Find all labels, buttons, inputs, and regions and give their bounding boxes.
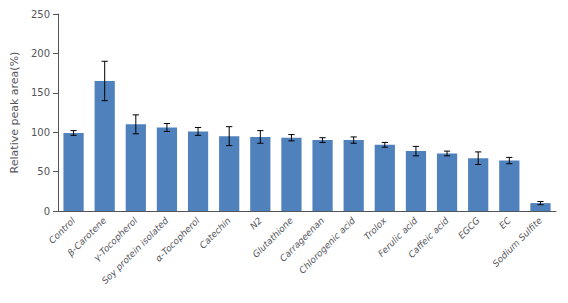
svg-text:Chlorogenic acid: Chlorogenic acid: [297, 215, 357, 275]
svg-text:150: 150: [31, 87, 50, 98]
svg-text:α-Tocopherol: α-Tocopherol: [153, 215, 202, 264]
svg-text:Soy protein isolated: Soy protein isolated: [99, 215, 171, 286]
svg-text:Ferulic acid: Ferulic acid: [376, 215, 420, 259]
svg-text:γ-Tocopherol: γ-Tocopherol: [91, 215, 140, 264]
svg-text:β-Carotene: β-Carotene: [65, 215, 109, 258]
svg-text:100: 100: [31, 127, 50, 138]
svg-text:Carrageenan: Carrageenan: [277, 215, 327, 264]
svg-text:EGCG: EGCG: [456, 215, 481, 240]
svg-text:Caffeic acid: Caffeic acid: [406, 215, 451, 260]
svg-text:Control: Control: [47, 215, 78, 246]
svg-text:EC: EC: [497, 215, 513, 231]
svg-text:0: 0: [44, 206, 50, 217]
svg-text:Glutathione: Glutathione: [250, 215, 295, 260]
svg-text:200: 200: [31, 48, 50, 59]
svg-text:50: 50: [37, 166, 50, 177]
svg-text:Catechin: Catechin: [198, 215, 233, 250]
svg-text:250: 250: [31, 9, 50, 20]
svg-text:Relative peak area(%): Relative peak area(%): [8, 52, 21, 174]
svg-text:Trolox: Trolox: [362, 215, 389, 242]
svg-text:Sodium Sulfite: Sodium Sulfite: [491, 215, 545, 269]
svg-text:N2: N2: [248, 215, 264, 231]
